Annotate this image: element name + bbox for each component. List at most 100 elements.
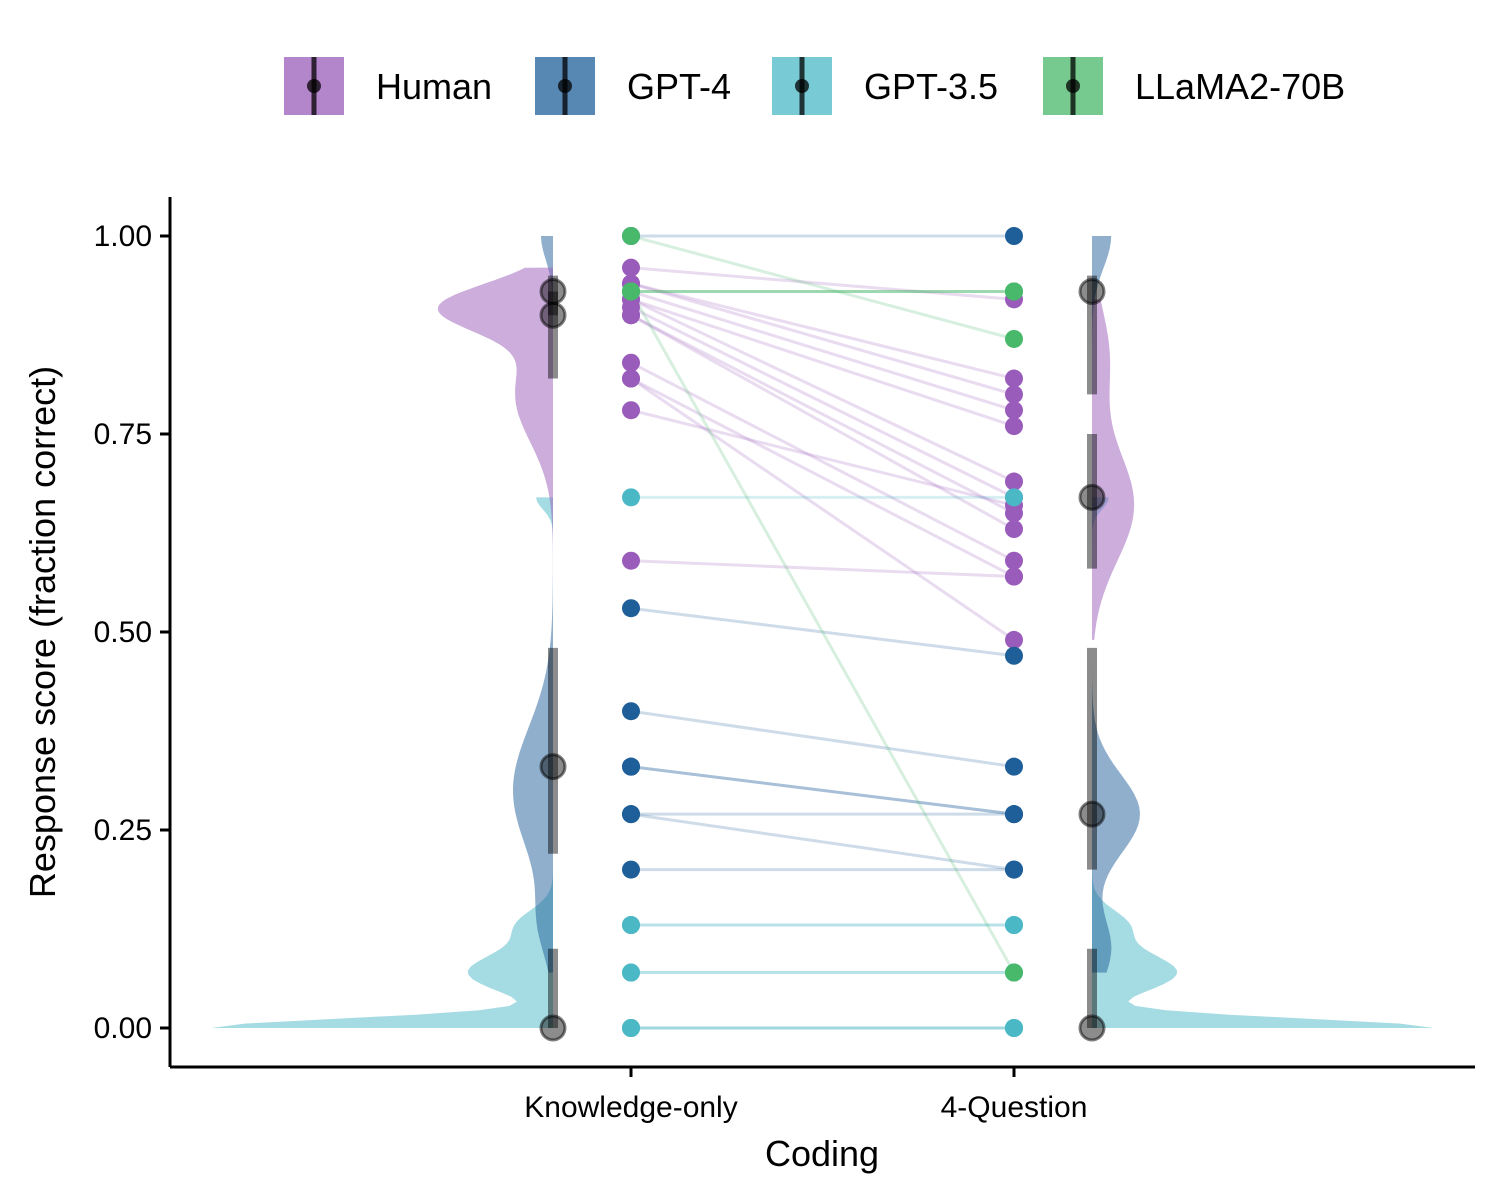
data-point — [1005, 1019, 1023, 1037]
data-point — [622, 401, 640, 420]
paired-line — [630, 377, 1015, 642]
data-point — [622, 963, 640, 982]
x-axis-title: Coding — [765, 1133, 879, 1174]
density-gpt-4-knowledge-only — [513, 236, 553, 973]
legend-swatch-point — [307, 79, 321, 93]
density-gpt-3-5-knowledge-only — [211, 497, 554, 1028]
data-point — [1005, 417, 1023, 436]
summary-point — [539, 1014, 567, 1042]
data-point — [1005, 472, 1023, 491]
legend-swatch-point — [1066, 79, 1080, 93]
paired-line — [630, 313, 1015, 515]
data-point — [1005, 916, 1023, 935]
legend-item-gpt-4: GPT-4 — [535, 57, 731, 115]
paired-line — [630, 266, 1015, 301]
data-point — [1005, 385, 1023, 404]
data-point — [1005, 329, 1023, 348]
data-point — [1005, 488, 1023, 507]
y-tick-label: 0.25 — [94, 814, 152, 847]
paired-line — [630, 234, 1015, 341]
summary-point — [1078, 800, 1106, 828]
data-point — [1005, 630, 1023, 649]
data-point — [622, 369, 640, 388]
data-point — [622, 227, 640, 245]
data-points — [622, 227, 1023, 1037]
data-point — [1005, 227, 1023, 245]
paired-line — [630, 408, 1015, 507]
data-point — [622, 757, 640, 776]
density-clouds — [211, 236, 1434, 1028]
axes: 0.00 0.25 0.50 0.75 1.00 Knowledge-only 4-Ques… — [94, 197, 1475, 1124]
y-tick-label: 0.50 — [94, 616, 152, 649]
legend-item-human: Human — [284, 57, 492, 115]
summary-point — [1078, 1014, 1106, 1042]
summary-point — [1078, 277, 1106, 305]
paired-line — [630, 282, 1015, 381]
data-point — [1005, 520, 1023, 539]
legend-label: GPT-3.5 — [864, 66, 998, 107]
y-axis-title: Response score (fraction correct) — [22, 366, 63, 898]
data-point — [1005, 860, 1023, 879]
data-point — [622, 306, 640, 325]
data-point — [1005, 963, 1023, 982]
data-point — [622, 860, 640, 879]
density-human-4-question — [1092, 299, 1135, 640]
legend-swatch-point — [558, 79, 572, 93]
paired-line — [630, 361, 1015, 563]
summary-markers — [539, 275, 1106, 1042]
paired-line — [630, 812, 1015, 872]
legend-label: LLaMA2-70B — [1135, 66, 1345, 107]
paired-line — [630, 313, 1015, 531]
paired-line — [630, 559, 1015, 579]
data-point — [622, 488, 640, 507]
paired-line — [630, 377, 1015, 578]
paired-line — [630, 709, 1015, 769]
data-point — [622, 599, 640, 618]
density-gpt-3-5-4-question — [1092, 497, 1434, 1028]
data-point — [1005, 805, 1023, 824]
paired-line — [629, 290, 1016, 974]
paired-lines — [629, 234, 1016, 1030]
data-point — [622, 916, 640, 935]
y-tick-label: 0.75 — [94, 418, 152, 451]
summary-point — [1078, 483, 1106, 511]
data-point — [622, 551, 640, 570]
data-point — [622, 282, 640, 301]
legend: Human GPT-4 GPT-3.5 LLaMA2-70B — [284, 57, 1345, 115]
data-point — [1005, 369, 1023, 388]
data-point — [1005, 646, 1023, 665]
summary-point — [539, 277, 567, 305]
legend-item-gpt-3-5: GPT-3.5 — [772, 57, 998, 115]
data-point — [622, 805, 640, 824]
data-point — [622, 353, 640, 372]
y-tick-label: 1.00 — [94, 220, 152, 253]
density-human-knowledge-only — [437, 267, 553, 561]
y-tick-label: 0.00 — [94, 1012, 152, 1045]
data-point — [1005, 401, 1023, 420]
paired-line — [630, 290, 1015, 412]
paired-line — [630, 765, 1015, 816]
paired-line — [630, 305, 1015, 499]
summary-point — [539, 753, 567, 781]
x-tick-label: Knowledge-only — [524, 1091, 737, 1124]
data-point — [1005, 757, 1023, 776]
data-point — [622, 702, 640, 721]
paired-line — [630, 298, 1015, 483]
legend-label: GPT-4 — [627, 66, 731, 107]
paired-line — [630, 765, 1015, 816]
density-gpt-4-4-question — [1092, 236, 1140, 973]
data-point — [1005, 567, 1023, 586]
data-point — [622, 258, 640, 277]
data-point — [622, 1019, 640, 1037]
legend-item-llama2-70b: LLaMA2-70B — [1043, 57, 1345, 115]
data-point — [1005, 551, 1023, 570]
legend-label: Human — [376, 66, 492, 107]
paired-line — [630, 282, 1015, 396]
data-point — [1005, 282, 1023, 301]
paired-line — [630, 297, 1015, 428]
paired-line — [630, 606, 1015, 658]
legend-swatch-point — [795, 79, 809, 93]
x-tick-label: 4-Question — [941, 1091, 1088, 1124]
